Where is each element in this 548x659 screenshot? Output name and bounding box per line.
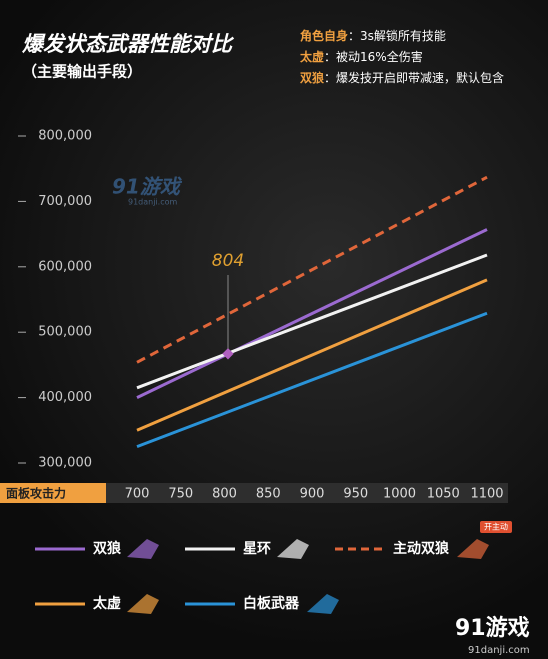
series-line — [136, 228, 488, 399]
series-line — [136, 278, 488, 432]
watermark-url: 91danji.com — [128, 198, 178, 207]
legend-label: 主动双狼 — [393, 540, 450, 557]
legend-icon — [307, 594, 339, 614]
legend-icon — [277, 539, 309, 559]
annotation-label: 804 — [212, 251, 244, 271]
y-tick-label: 600,000 — [38, 259, 92, 274]
x-tick-label: 750 — [168, 487, 193, 502]
note-label: 角色自身 — [300, 28, 348, 43]
badge: 开主动 — [484, 522, 508, 532]
y-tick-label: 500,000 — [38, 325, 92, 340]
note-text: ：被动16%全伤害 — [324, 49, 423, 64]
legend-label: 双狼 — [93, 540, 122, 557]
legend-label: 白板武器 — [243, 595, 300, 612]
x-axis-band — [0, 483, 508, 503]
badge-box — [480, 521, 512, 533]
x-tick-label: 1050 — [427, 487, 460, 502]
note-text: ：3s解锁所有技能 — [348, 28, 446, 43]
y-tick-label: 800,000 — [38, 129, 92, 144]
note: 太虚：被动16%全伤害 — [300, 49, 423, 64]
x-axis-label: 面板攻击力 — [6, 486, 66, 501]
note-text: ：爆发技开启即带减速，默认包含 — [324, 70, 504, 85]
x-tick-label: 1000 — [383, 487, 416, 502]
watermark-text: 91游戏 — [455, 615, 530, 641]
x-tick-label: 700 — [125, 487, 150, 502]
x-tick-label: 800 — [212, 487, 237, 502]
chart-title: 爆发状态武器性能对比 — [21, 32, 235, 56]
x-label-box — [0, 483, 106, 503]
legend-icon — [127, 594, 159, 614]
note: 双狼：爆发技开启即带减速，默认包含 — [300, 70, 504, 85]
watermark-url: 91danji.com — [468, 645, 530, 656]
y-tick-label: 300,000 — [38, 456, 92, 471]
y-tick-label: 700,000 — [38, 194, 92, 209]
watermark: 91游戏 91danji.com — [112, 175, 183, 207]
legend-icon — [127, 539, 159, 559]
chart-subtitle: （主要输出手段） — [22, 63, 142, 81]
y-tick-label: 400,000 — [38, 390, 92, 405]
x-tick-label: 950 — [343, 487, 368, 502]
legend-label: 太虚 — [93, 595, 121, 612]
x-tick-label: 850 — [256, 487, 281, 502]
annotation-point — [222, 348, 234, 360]
note-label: 双狼 — [300, 70, 325, 85]
legend-icon — [457, 539, 489, 559]
x-tick-label: 900 — [300, 487, 325, 502]
watermark-text: 91游戏 — [112, 175, 183, 199]
series-line — [136, 311, 488, 449]
note-label: 太虚 — [300, 49, 324, 64]
series-line — [136, 175, 488, 364]
x-tick-label: 1100 — [470, 487, 503, 502]
note: 角色自身：3s解锁所有技能 — [300, 28, 446, 43]
legend-label: 星环 — [243, 541, 271, 557]
series-line — [136, 253, 488, 390]
